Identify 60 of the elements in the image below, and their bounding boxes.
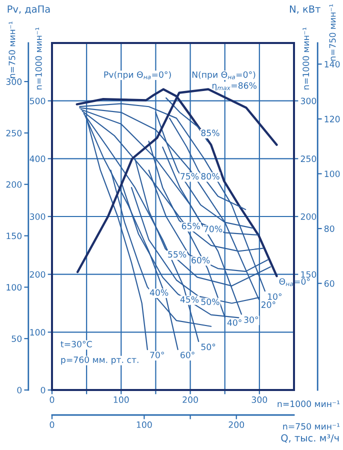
annotation: 30° bbox=[244, 316, 258, 323]
y-axis-title: n=1000 мин⁻¹ bbox=[35, 28, 42, 90]
x-tick-label: 300 bbox=[252, 396, 268, 403]
annotation: 40% bbox=[150, 289, 168, 296]
y2-axis-title: n=750 мин⁻¹ bbox=[8, 22, 16, 78]
y2-tick-label: 60 bbox=[324, 280, 334, 287]
annotation: 70% bbox=[204, 226, 222, 232]
x2-axis-title: n=750 мин⁻¹ bbox=[283, 423, 340, 430]
y-tick-label: 250 bbox=[300, 156, 316, 162]
annotation: 65% bbox=[182, 222, 200, 230]
series-label: N(при Θ$_{на}$=0°) bbox=[192, 71, 256, 80]
annotation: η$_{max}$=86% bbox=[212, 82, 257, 90]
x-tick-label: 0 bbox=[50, 396, 54, 403]
text: Q, тыс. м³/ч bbox=[281, 434, 339, 443]
annotation: 70° bbox=[150, 352, 164, 358]
annotation: t=30°C bbox=[60, 340, 92, 348]
x-axis-title: n=1000 мин⁻¹ bbox=[278, 400, 340, 408]
y2-tick-label: 100 bbox=[324, 170, 340, 178]
y2-tick-label: 80 bbox=[324, 225, 334, 232]
y-tick-label: 150 bbox=[301, 271, 316, 278]
x2-tick-label: 0 bbox=[50, 421, 54, 428]
y-tick-label: 0 bbox=[40, 386, 46, 394]
annotation: 55% bbox=[168, 251, 186, 258]
y-tick-label: 100 bbox=[30, 329, 46, 336]
y2-tick-label: 0 bbox=[17, 386, 22, 394]
y2-tick-label: 100 bbox=[6, 284, 22, 291]
text: Pv, даПа bbox=[8, 5, 50, 14]
annotation: 60° bbox=[180, 352, 194, 358]
annotation: 85% bbox=[201, 130, 220, 136]
y2-tick-label: 50 bbox=[12, 335, 22, 342]
annotation: p=760 мм. рт. ст. bbox=[61, 356, 138, 365]
y2-tick-label: 200 bbox=[6, 181, 22, 188]
y-tick-label: 200 bbox=[30, 271, 46, 278]
annotation: 20° bbox=[261, 301, 276, 308]
x-tick-label: 200 bbox=[182, 396, 198, 403]
x-tick-label: 100 bbox=[114, 396, 129, 403]
annotation: 10° bbox=[268, 293, 282, 300]
x2-tick-label: 100 bbox=[136, 421, 152, 428]
annotation: 50% bbox=[201, 298, 220, 306]
y2-axis-title: n=750 мин⁻¹ bbox=[329, 4, 336, 61]
text: N, кВт bbox=[290, 5, 320, 14]
y2-tick-label: 300 bbox=[6, 78, 22, 85]
y-axis-title: n=1000 мин⁻¹ bbox=[302, 28, 310, 90]
y-tick-label: 400 bbox=[30, 156, 46, 162]
y2-tick-label: 120 bbox=[324, 116, 340, 122]
series-label: Pv(при Θ$_{на}$=0°) bbox=[104, 71, 171, 80]
annotation: 80% bbox=[201, 173, 220, 180]
y-tick-label: 300 bbox=[30, 213, 46, 220]
y2-tick-label: 140 bbox=[324, 60, 340, 68]
annotation: 75% bbox=[180, 173, 199, 180]
annotation: 45% bbox=[180, 296, 199, 303]
y2-tick-label: 250 bbox=[6, 130, 22, 136]
y-tick-label: 200 bbox=[300, 213, 316, 220]
x2-tick-label: 200 bbox=[228, 421, 244, 428]
y2-tick-label: 150 bbox=[6, 232, 22, 240]
y-tick-label: 500 bbox=[30, 98, 46, 104]
annotation: 60% bbox=[192, 256, 210, 264]
annotation: 50° bbox=[201, 344, 216, 350]
y-tick-label: 300 bbox=[300, 98, 316, 104]
annotation: 40° bbox=[227, 319, 242, 326]
